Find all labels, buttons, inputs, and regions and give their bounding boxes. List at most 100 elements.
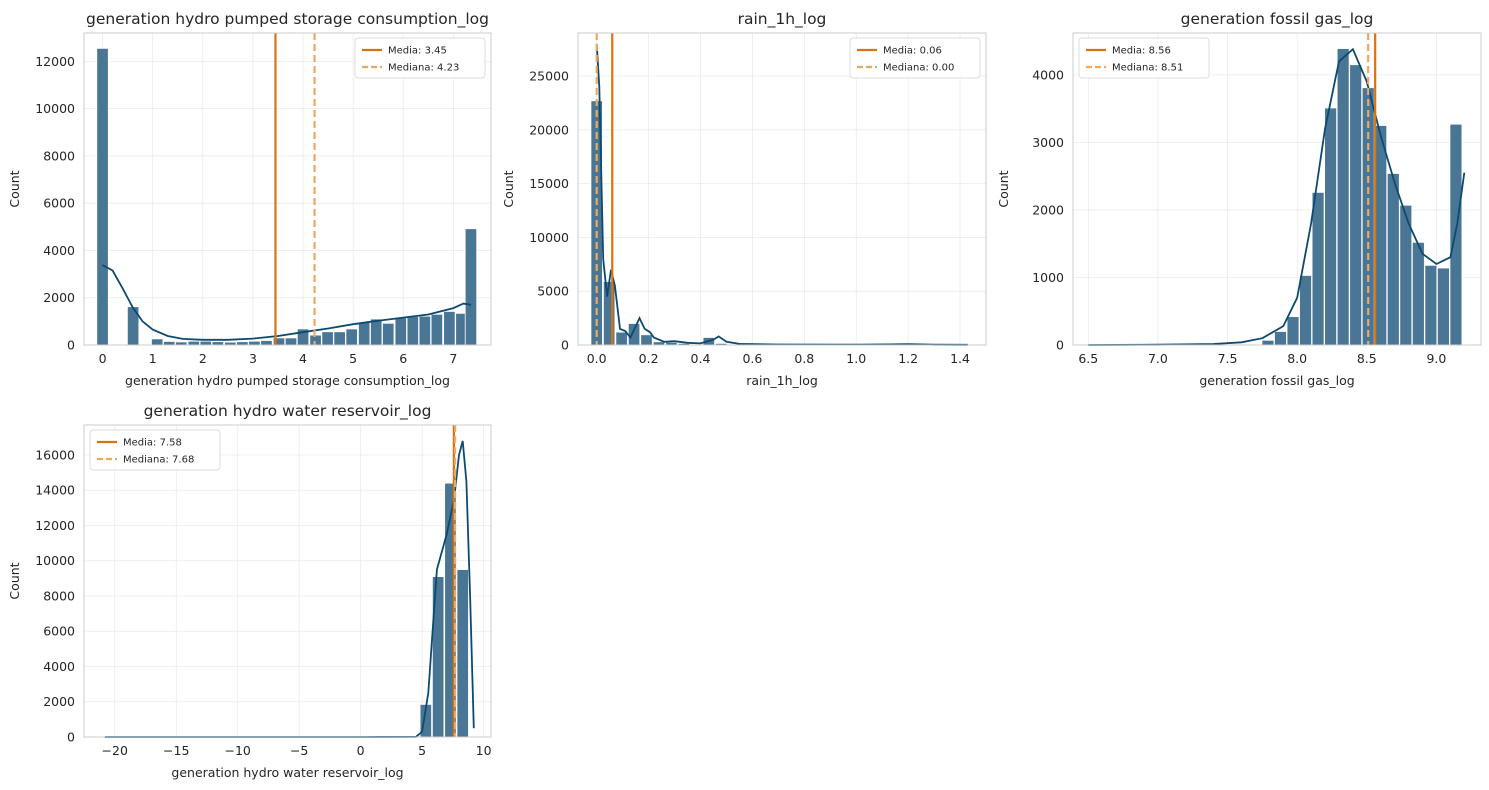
histogram-bar (1336, 48, 1350, 346)
histogram-bar (345, 328, 358, 346)
y-axis-label: Count (996, 170, 1011, 207)
legend-mean-label: Media: 3.45 (388, 46, 447, 57)
histogram-bar (430, 313, 444, 346)
x-tick-label: 8.5 (1357, 351, 1377, 366)
x-tick-label: 9.0 (1426, 351, 1446, 366)
kde-line (595, 43, 968, 346)
histogram-bar (456, 569, 469, 738)
y-tick-label: 4000 (43, 659, 75, 674)
x-tick-label: 1.4 (950, 351, 970, 366)
x-tick-label: 8.0 (1287, 351, 1307, 366)
kde-line (104, 440, 475, 738)
histogram-bar (1437, 267, 1450, 346)
y-tick-label: 14000 (35, 483, 75, 498)
subplot-2: 0.0 0.2 0.4 0.6 0.8 1.0 1.2 1.4 0 5000 10000 15000 2… (501, 10, 987, 388)
y-tick-label: 15000 (529, 176, 569, 191)
x-tick-label: 2 (199, 351, 207, 366)
x-tick-label: 1 (149, 351, 157, 366)
histogram-bar (1286, 316, 1300, 346)
histogram-bar (358, 322, 371, 346)
histogram-bar (1411, 241, 1425, 346)
legend: Media: 8.56 Mediana: 8.51 (1078, 37, 1210, 79)
y-tick-label: 25000 (529, 69, 569, 84)
histogram-bar (1386, 173, 1400, 346)
y-tick-label: 8000 (43, 588, 75, 603)
plot-frame (1072, 32, 1482, 346)
histogram-bar (1324, 107, 1338, 346)
legend-mean-label: Media: 7.58 (123, 438, 182, 449)
x-tick-label: −5 (290, 743, 308, 758)
histogram-bar (248, 340, 261, 346)
histogram-bar (199, 340, 212, 346)
y-tick-label: 5000 (537, 284, 569, 299)
x-axis-label: generation hydro pumped storage consumpt… (125, 373, 450, 388)
y-tick-label: 16000 (35, 447, 75, 462)
x-tick-label: −20 (102, 743, 128, 758)
x-tick-label: 0 (99, 351, 107, 366)
x-axis-label: generation hydro water reservoir_log (171, 765, 403, 780)
y-tick-label: 0 (67, 338, 75, 353)
y-tick-label: 2000 (43, 694, 75, 709)
histogram-bar (443, 311, 456, 346)
x-tick-label: 3 (249, 351, 257, 366)
histogram-bar (370, 318, 383, 346)
y-axis-label: Count (7, 562, 22, 599)
y-tick-label: 0 (67, 730, 75, 745)
histogram-bar (96, 47, 109, 346)
x-tick-label: 5 (418, 743, 426, 758)
x-tick-label: 0.8 (794, 351, 814, 366)
histogram-bar (187, 340, 200, 346)
y-tick-label: 20000 (529, 122, 569, 137)
y-tick-label: 2000 (1032, 202, 1064, 217)
histogram-bar (627, 323, 641, 346)
x-tick-label: 1.2 (898, 351, 918, 366)
x-tick-label: 0.0 (587, 351, 607, 366)
kde-line (1088, 47, 1466, 346)
x-tick-label: 6.5 (1078, 351, 1098, 366)
legend-box (849, 37, 981, 79)
x-tick-label: 6 (399, 351, 407, 366)
y-tick-label: 4000 (1032, 67, 1064, 82)
x-tick-label: 0.2 (639, 351, 659, 366)
y-axis-label: Count (7, 170, 22, 207)
subplot-1: 0 1 2 3 4 5 6 7 0 2000 4000 6000 8000 10000 12000 gener… (7, 10, 492, 388)
y-tick-label: 3000 (1032, 135, 1064, 150)
histogram-bar (260, 340, 273, 346)
x-tick-label: 0.4 (691, 351, 711, 366)
histogram-bar (1349, 64, 1363, 346)
subplot-title: generation hydro pumped storage consumpt… (86, 10, 489, 29)
legend-median-label: Mediana: 4.23 (388, 63, 459, 74)
histogram-bar (151, 338, 164, 346)
y-tick-label: 2000 (43, 290, 75, 305)
y-tick-label: 6000 (43, 196, 75, 211)
x-tick-label: 0 (357, 743, 365, 758)
histogram-bar (1261, 339, 1275, 346)
y-tick-label: 8000 (43, 148, 75, 163)
x-tick-label: 0.6 (742, 351, 762, 366)
legend: Media: 0.06 Mediana: 0.00 (849, 37, 981, 79)
y-tick-label: 10000 (529, 230, 569, 245)
legend-box (89, 429, 221, 471)
histogram-bar (163, 341, 176, 346)
legend-median-label: Mediana: 8.51 (1112, 63, 1183, 74)
y-tick-label: 12000 (35, 518, 75, 533)
histogram-bar (382, 322, 395, 346)
histogram-bar (321, 331, 334, 346)
legend-median-label: Mediana: 7.68 (123, 455, 194, 466)
histogram-bar (1311, 191, 1325, 346)
subplot-3: 6.5 7.0 7.5 8.0 8.5 9.0 0 1000 2000 3000 4000 gener… (996, 10, 1482, 388)
y-tick-label: 6000 (43, 624, 75, 639)
x-tick-label: −10 (225, 743, 251, 758)
histogram-bar (284, 337, 298, 346)
plot-frame (83, 424, 492, 738)
y-tick-label: 12000 (35, 54, 75, 69)
x-tick-label: 10 (476, 743, 492, 758)
histogram-bar (1299, 275, 1312, 346)
x-tick-label: 1.0 (846, 351, 866, 366)
y-tick-label: 10000 (35, 101, 75, 116)
legend-box (1078, 37, 1210, 79)
kde-line (102, 264, 472, 341)
subplot-title: generation hydro water reservoir_log (144, 402, 432, 421)
legend: Media: 3.45 Mediana: 4.23 (354, 37, 486, 79)
